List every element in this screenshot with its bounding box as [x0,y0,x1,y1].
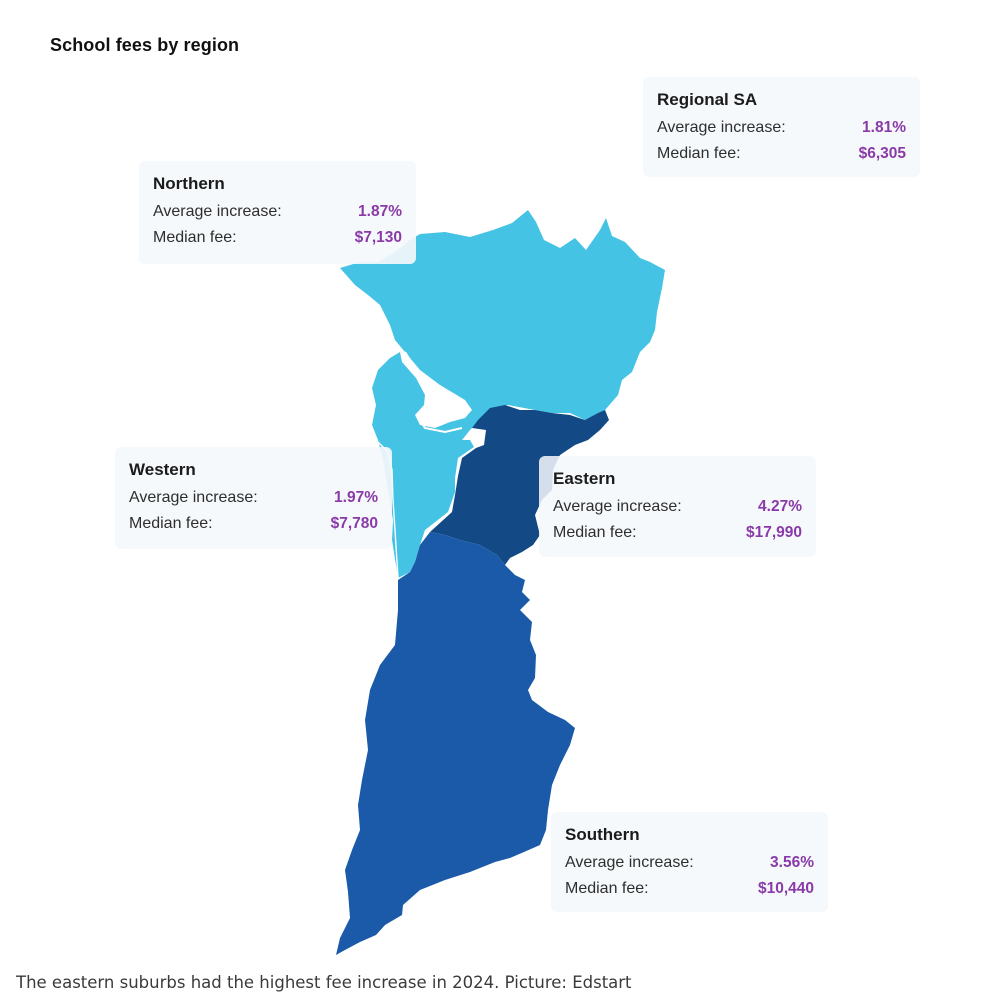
avg-value: 1.81% [862,119,906,136]
region-name: Northern [153,174,225,193]
avg-value: 1.87% [358,203,402,220]
median-label: Median fee: [129,515,213,532]
image-caption: The eastern suburbs had the highest fee … [16,973,632,992]
avg-value: 1.97% [334,489,378,506]
median-label: Median fee: [153,229,237,246]
median-value: $10,440 [757,880,814,897]
card-regional-sa: Regional SA Average increase: 1.81% Media… [643,77,920,177]
card-northern: Northern Average increase: 1.87% Median f… [139,161,416,264]
region-southern-shape [336,532,575,955]
region-northern-shape [340,210,665,578]
region-name: Eastern [553,469,616,488]
region-name: Regional SA [657,90,758,109]
card-eastern: Eastern Average increase: 4.27% Median fe… [539,456,816,557]
avg-label: Average increase: [553,498,682,515]
card-southern: Southern Average increase: 3.56% Median f… [551,812,828,912]
median-value: $6,305 [858,145,906,162]
avg-label: Average increase: [153,203,282,220]
median-value: $17,990 [745,524,802,541]
median-label: Median fee: [553,524,637,541]
avg-label: Average increase: [565,854,694,871]
region-name: Southern [565,825,640,844]
map-title: School fees by region [50,35,240,55]
avg-label: Average increase: [657,119,786,136]
median-value: $7,780 [330,515,378,532]
avg-label: Average increase: [129,489,258,506]
median-label: Median fee: [565,880,649,897]
region-eastern-shape [430,405,609,565]
region-name: Western [129,460,196,479]
median-value: $7,130 [354,229,402,246]
avg-value: 3.56% [770,854,814,871]
card-western: Western Average increase: 1.97% Median fe… [115,447,392,549]
median-label: Median fee: [657,145,741,162]
avg-value: 4.27% [758,498,802,515]
region-inlet [404,351,463,434]
